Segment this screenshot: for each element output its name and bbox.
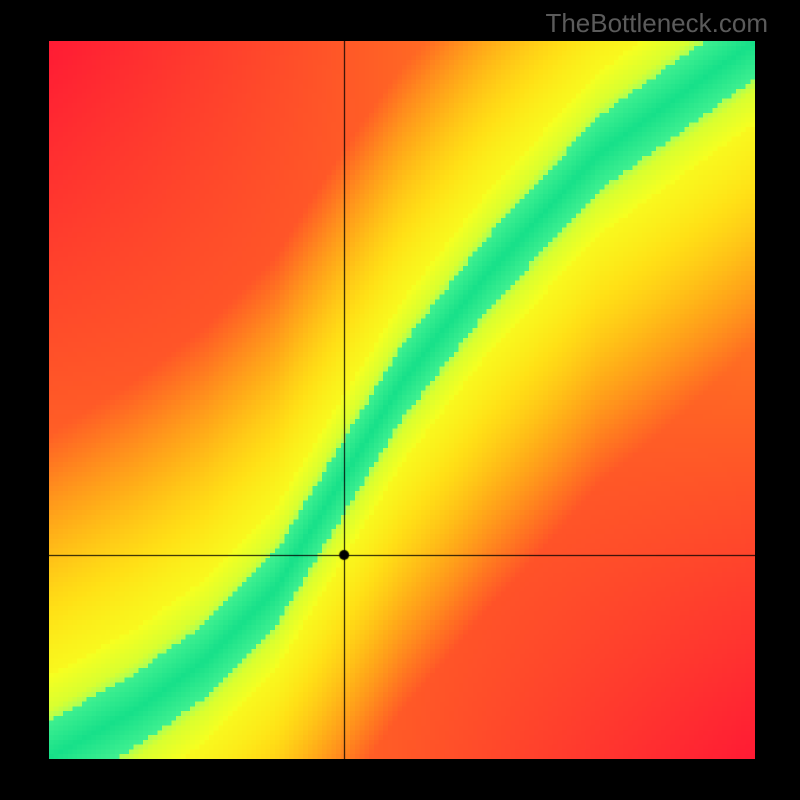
crosshair-overlay — [49, 41, 755, 759]
watermark-text: TheBottleneck.com — [545, 8, 768, 39]
chart-container: TheBottleneck.com — [0, 0, 800, 800]
